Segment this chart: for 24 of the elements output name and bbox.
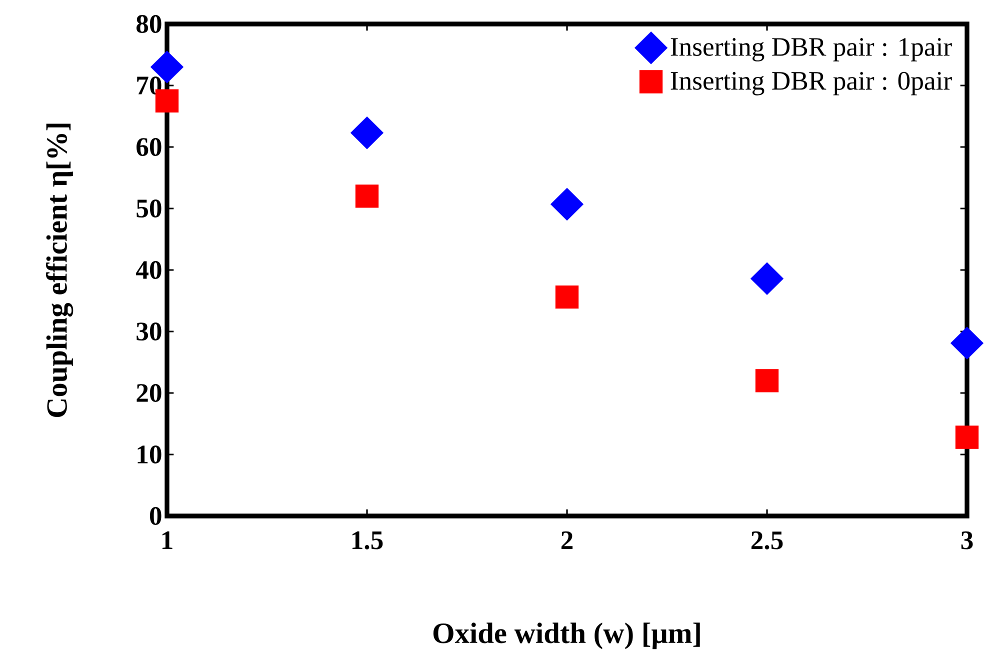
point <box>750 262 784 295</box>
x-tick-label: 1 <box>162 531 172 549</box>
point <box>555 285 579 309</box>
x-tick-label: 3 <box>961 531 973 550</box>
x-axis-title: Oxide width (w) [μm] <box>433 622 700 650</box>
y-tick-label: 50 <box>136 200 162 218</box>
legend-label: Inserting DBR pair : 1pair <box>670 38 952 62</box>
y-tick-label: 60 <box>136 138 162 156</box>
x-tick-label: 2.5 <box>751 531 783 550</box>
y-tick-label: 40 <box>136 261 162 279</box>
y-tick-label: 10 <box>138 446 162 464</box>
x-tick-label: 2 <box>561 531 573 550</box>
point <box>755 369 779 392</box>
y-tick-label: 20 <box>136 384 162 402</box>
point <box>550 188 584 220</box>
x-tick-label: 1.5 <box>352 531 383 550</box>
y-tick-label: 0 <box>150 507 162 525</box>
point <box>955 426 979 449</box>
y-tick-label: 30 <box>136 322 162 340</box>
y-axis-title: Coupling efficient η[%] <box>46 124 74 418</box>
legend-label: Inserting DBR pair : 0pair <box>670 72 952 96</box>
y-tick-label: 80 <box>136 15 162 33</box>
point <box>350 116 384 150</box>
point <box>355 184 379 208</box>
